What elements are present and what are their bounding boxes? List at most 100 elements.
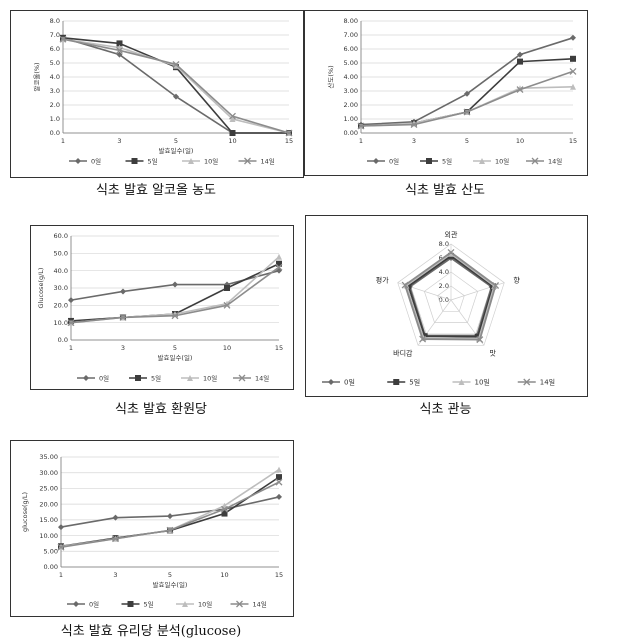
- data-point: [68, 297, 74, 304]
- legend-marker: [182, 601, 188, 607]
- y-tick-label: 3.00: [344, 87, 358, 95]
- glucose-chart-caption: 식초 발효 유리당 분석(glucose): [60, 624, 242, 639]
- acidity-chart-caption: 식초 발효 산도: [404, 183, 486, 198]
- x-tick-label: 1: [61, 137, 65, 145]
- x-tick-label: 1: [59, 571, 63, 579]
- radar-ring: [437, 285, 465, 312]
- data-point: [464, 90, 470, 97]
- y-tick-label: 60.0: [54, 232, 68, 240]
- data-point: [172, 60, 180, 68]
- data-point: [517, 58, 523, 65]
- legend-marker: [187, 375, 193, 381]
- data-point: [59, 35, 67, 43]
- sensory-chart-caption: 식초 관능: [419, 402, 472, 417]
- radar-axis-label: 향: [513, 275, 520, 284]
- x-tick-label: 3: [121, 344, 125, 352]
- data-point: [173, 62, 179, 69]
- y-axis-label: 산도(%): [326, 65, 335, 88]
- reducing-sugar-chart-caption: 식초 발효 환원당: [115, 402, 207, 417]
- legend-marker: [73, 601, 79, 607]
- radar-tick-label: 0.0: [439, 296, 449, 304]
- legend-label: 10일: [495, 156, 509, 165]
- y-tick-label: 0.00: [44, 563, 58, 571]
- legend-marker: [236, 600, 243, 608]
- data-point: [410, 121, 418, 129]
- legend-label: 5일: [151, 373, 161, 382]
- y-tick-label: 6.00: [344, 45, 358, 53]
- data-point: [229, 112, 236, 120]
- reducing-sugar-chart: 0.0 10.0 20.0 30.0 40.0 50.0 60.0 1 3 5 10 15 발효일수(일…: [37, 232, 283, 382]
- legend-label: 10일: [198, 599, 212, 608]
- data-point: [570, 34, 576, 41]
- y-tick-label: 1.00: [344, 115, 358, 123]
- y-tick-label: 8.00: [344, 17, 358, 25]
- x-tick-label: 1: [69, 344, 73, 352]
- data-point: [448, 250, 454, 257]
- x-tick-label: 10: [228, 137, 236, 145]
- data-point: [221, 510, 228, 517]
- data-point: [447, 248, 455, 256]
- x-tick-label: 3: [117, 137, 121, 145]
- y-axis-label: 알코올(%): [32, 62, 41, 91]
- radar-axis-label: 맛: [490, 349, 497, 358]
- data-point: [275, 478, 283, 486]
- legend-marker: [523, 378, 531, 386]
- radar-series-14일: [404, 251, 497, 341]
- legend-marker: [131, 158, 138, 164]
- legend-label: 14일: [255, 373, 269, 382]
- x-tick-label: 5: [173, 344, 177, 352]
- legend-label: 10일: [204, 156, 218, 165]
- x-tick-label: 5: [174, 137, 178, 145]
- y-tick-label: 40.0: [54, 267, 68, 275]
- y-tick-label: 0.0: [58, 336, 68, 344]
- legend-label: 10일: [203, 373, 217, 382]
- data-point: [517, 51, 523, 58]
- y-tick-label: 7.0: [50, 31, 60, 39]
- y-tick-label: 8.0: [50, 17, 60, 25]
- data-point: [221, 505, 228, 513]
- data-point: [58, 524, 64, 531]
- legend-label: 0일: [99, 373, 109, 382]
- data-point: [276, 253, 282, 260]
- data-point: [463, 108, 471, 116]
- radar-ring: [423, 271, 479, 324]
- data-point: [492, 282, 500, 289]
- y-axis-label: glucose(g/L): [21, 492, 29, 532]
- legend-label: 14일: [253, 599, 267, 608]
- y-tick-label: 5.00: [344, 59, 358, 67]
- radar-axis-label: 평가: [376, 275, 389, 284]
- legend-marker: [127, 601, 134, 607]
- legend-label: 14일: [540, 377, 555, 386]
- legend-label: 5일: [409, 377, 420, 386]
- data-point: [276, 474, 282, 481]
- data-point: [405, 283, 412, 290]
- legend-label: 5일: [148, 156, 158, 165]
- acidity-chart: 0.00 1.00 2.00 3.00 4.00 5.00 6.00 7.00 8.00 1 3 5 1…: [326, 17, 577, 165]
- x-tick-label: 15: [275, 344, 283, 352]
- y-tick-label: 5.00: [44, 547, 58, 555]
- y-tick-label: 2.0: [50, 101, 60, 109]
- data-point: [167, 513, 173, 520]
- x-tick-label: 5: [465, 137, 469, 145]
- x-tick-label: 1: [359, 137, 363, 145]
- legend-label: 0일: [389, 156, 399, 165]
- series-line-14일: [360, 70, 574, 127]
- data-point: [419, 335, 427, 343]
- y-tick-label: 0.0: [50, 129, 60, 137]
- x-tick-label: 5: [168, 571, 172, 579]
- data-point: [275, 263, 283, 271]
- y-tick-label: 20.0: [54, 302, 68, 310]
- legend-marker: [393, 379, 400, 385]
- chart-panel-reducing-sugar: 0.0 10.0 20.0 30.0 40.0 50.0 60.0 1 3 5 10 15 발효일수(일…: [30, 225, 294, 390]
- y-tick-label: 2.00: [344, 101, 358, 109]
- legend-label: 5일: [442, 156, 452, 165]
- legend-marker: [426, 158, 432, 164]
- legend-marker: [244, 157, 251, 165]
- data-point: [223, 301, 231, 309]
- data-point: [120, 288, 126, 295]
- y-tick-label: 1.0: [50, 115, 60, 123]
- series-line-10일: [60, 468, 280, 548]
- data-point: [116, 46, 123, 54]
- legend-label: 10일: [475, 377, 490, 386]
